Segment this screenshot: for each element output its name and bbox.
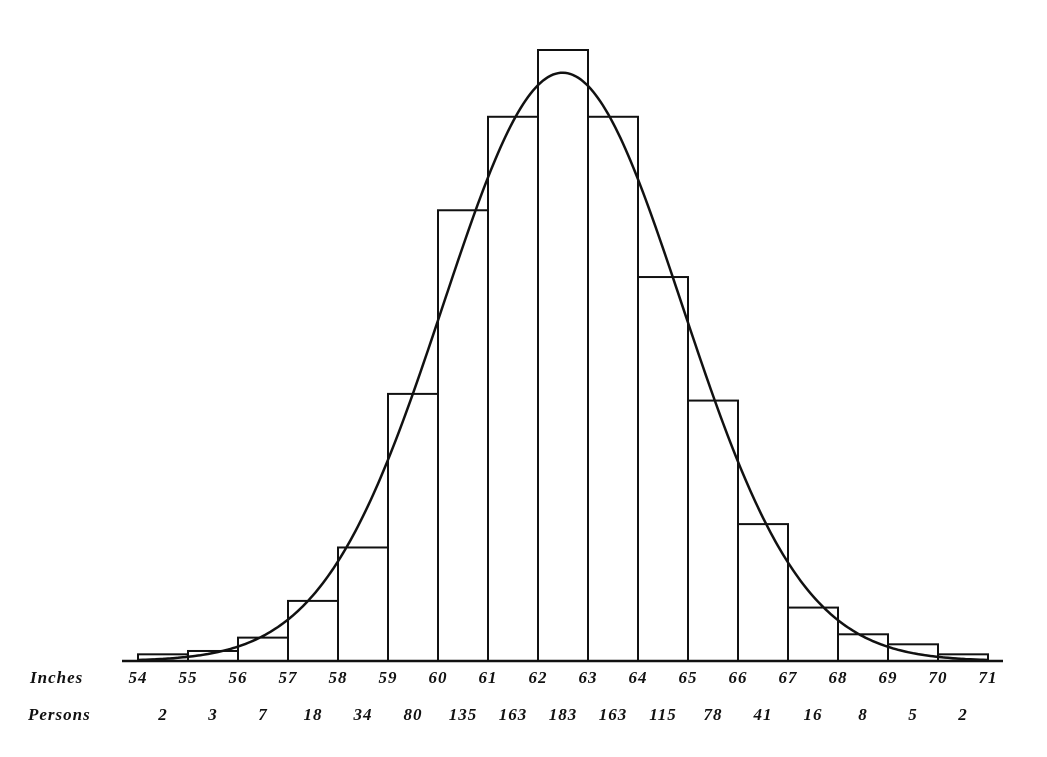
bar (637, 276, 689, 662)
count-row-label: Persons (27, 705, 91, 724)
x-tick-label: 63 (579, 668, 598, 687)
count-label: 2 (957, 705, 968, 724)
bar (737, 523, 789, 663)
bar (387, 392, 439, 662)
x-tick-label: 64 (629, 668, 648, 687)
count-label: 8 (858, 705, 868, 724)
count-label: 183 (549, 705, 578, 724)
x-tick-label: 56 (229, 668, 248, 687)
count-label: 41 (753, 705, 773, 724)
bar (837, 633, 889, 662)
count-label: 78 (704, 705, 723, 724)
x-tick-label: 59 (379, 668, 398, 687)
count-label: 163 (499, 705, 528, 724)
count-label: 5 (908, 705, 918, 724)
x-tick-label: 55 (179, 668, 198, 687)
x-tick-label: 69 (879, 668, 898, 687)
count-label: 80 (404, 705, 423, 724)
count-label: 7 (258, 705, 268, 724)
x-tick-label: 71 (979, 668, 998, 687)
x-tick-label: 67 (779, 668, 799, 687)
count-label: 18 (304, 705, 323, 724)
x-tick-label: 54 (129, 668, 148, 687)
x-tick-label: 62 (529, 668, 548, 687)
count-label: 3 (207, 705, 218, 724)
x-tick-label: 61 (479, 668, 498, 687)
x-tick-label: 70 (929, 668, 948, 687)
bar (437, 209, 489, 662)
x-tick-label: 68 (829, 668, 848, 687)
normal-curve (137, 71, 989, 662)
bar (237, 636, 289, 663)
bar (787, 606, 839, 662)
bar (537, 49, 589, 662)
bar (487, 115, 539, 663)
bar (287, 599, 339, 662)
x-tick-label: 66 (729, 668, 748, 687)
count-label: 34 (353, 705, 373, 724)
x-axis-label: Inches (29, 668, 83, 687)
x-tick-label: 57 (279, 668, 299, 687)
count-label: 163 (599, 705, 628, 724)
x-tick-label: 65 (679, 668, 698, 687)
x-tick-label: 58 (329, 668, 348, 687)
count-label: 115 (649, 705, 677, 724)
count-label: 16 (804, 705, 823, 724)
count-label: 135 (449, 705, 478, 724)
count-label: 2 (157, 705, 168, 724)
x-tick-label: 60 (429, 668, 448, 687)
bar (587, 115, 639, 663)
bar (337, 546, 389, 663)
